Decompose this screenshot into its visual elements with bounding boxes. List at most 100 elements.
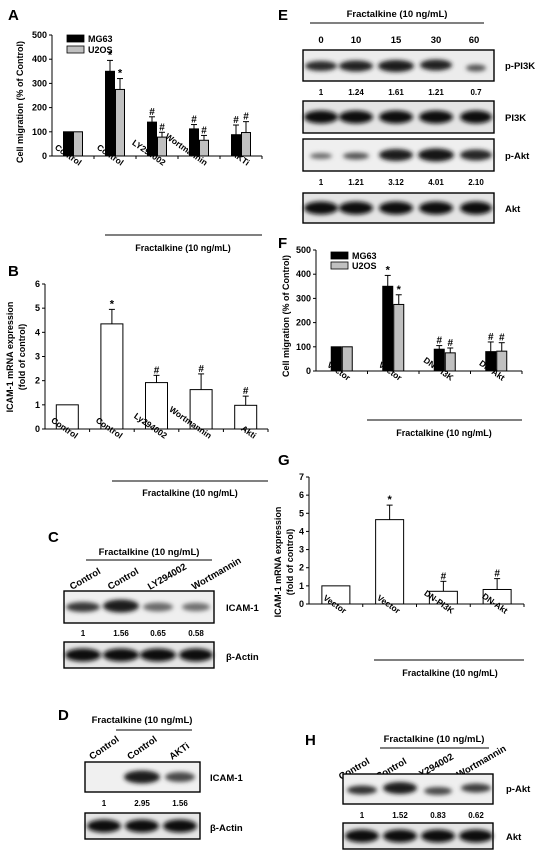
- y-tick-label: 300: [32, 78, 47, 88]
- quant-h-4: 0.62: [468, 811, 484, 820]
- legend-swatch-mg63: [66, 34, 85, 43]
- significance-star: *: [110, 298, 115, 310]
- blot-label-e-pakt: p-Akt: [505, 151, 530, 162]
- band: [460, 149, 492, 161]
- y-tick-label: 1: [299, 581, 304, 591]
- significance-hash: #: [233, 115, 239, 126]
- bar: [393, 303, 405, 372]
- significance-hash: #: [154, 365, 160, 376]
- band: [304, 110, 338, 124]
- band: [87, 819, 121, 833]
- band: [421, 829, 455, 843]
- significance-hash: #: [191, 115, 197, 126]
- lane-label-e-5: 60: [469, 35, 480, 46]
- y-tick-label: 0: [35, 424, 40, 434]
- lane-label-e-4: 30: [431, 35, 442, 46]
- bar: [330, 346, 342, 372]
- y-tick-label: 200: [296, 318, 311, 328]
- band: [182, 602, 210, 612]
- band: [103, 648, 139, 662]
- quant-e-akt-1: 1: [319, 178, 324, 187]
- y-axis-label-g-line1: ICAM-1 mRNA expression: [273, 507, 283, 618]
- y-tick-label: 2: [35, 376, 40, 386]
- band: [466, 64, 486, 72]
- lane-label-c-3: LY294002: [146, 562, 189, 593]
- band: [65, 648, 101, 662]
- bar: [375, 519, 405, 605]
- quant-e-akt-4: 4.01: [428, 178, 444, 187]
- band: [379, 149, 413, 161]
- band: [165, 772, 195, 782]
- quant-d-1: 1: [102, 799, 107, 808]
- y-tick-label: 0: [299, 599, 304, 609]
- lane-label-d-3: AKTi: [167, 741, 191, 763]
- y-tick-label: 6: [35, 279, 40, 289]
- legend-swatch-u2os: [66, 45, 85, 54]
- y-axis-label-b-line2: (fold of control): [17, 324, 27, 390]
- lane-label-d-2: Control: [125, 734, 159, 762]
- band: [461, 783, 491, 793]
- significance-star: *: [108, 49, 113, 61]
- band: [179, 648, 213, 662]
- quant-e-pi3k-3: 1.61: [388, 88, 404, 97]
- panel-c: C Fractalkine (10 ng/mL) Control Control…: [48, 529, 259, 669]
- y-tick-label: 3: [299, 545, 304, 555]
- band: [103, 599, 139, 613]
- panel-h: H Fractalkine (10 ng/mL) Control Control…: [305, 732, 531, 850]
- treatment-label-h: Fractalkine (10 ng/mL): [384, 734, 485, 745]
- panel-b: B 0123456Control*Control#Ly294002#Wortma…: [5, 263, 269, 498]
- quant-e-pi3k-1: 1: [319, 88, 324, 97]
- y-tick-label: 5: [299, 508, 304, 518]
- y-tick-label: 3: [35, 352, 40, 362]
- y-tick-label: 2: [299, 563, 304, 573]
- quant-c-3: 0.65: [150, 629, 166, 638]
- blot-label-d-icam1: ICAM-1: [210, 773, 243, 784]
- chart-b: 0123456Control*Control#Ly294002#Wortmann…: [35, 279, 269, 441]
- bar: [63, 131, 73, 157]
- chart-a: 0100200300400500Control**Control##LY2940…: [32, 30, 263, 168]
- bar: [105, 70, 115, 157]
- legend-swatch-u2os: [330, 261, 349, 270]
- lane-label-e-3: 15: [391, 35, 402, 46]
- quant-c-4: 0.58: [188, 629, 204, 638]
- significance-hash: #: [488, 332, 494, 343]
- bar: [382, 285, 394, 372]
- legend-label-u2os: U2OS: [88, 45, 113, 55]
- quant-h-1: 1: [360, 811, 365, 820]
- band: [163, 819, 197, 833]
- bar: [73, 131, 83, 157]
- lane-label-c-2: Control: [106, 566, 141, 592]
- y-axis-label-g-line2: (fold of control): [285, 529, 295, 595]
- significance-hash: #: [243, 386, 249, 397]
- quant-e-pi3k-4: 1.21: [428, 88, 444, 97]
- lane-label-e-1: 0: [318, 35, 323, 46]
- y-tick-label: 5: [35, 303, 40, 313]
- panel-label-e: E: [278, 7, 288, 24]
- lane-label-d-1: Control: [87, 734, 121, 762]
- band: [424, 787, 452, 795]
- y-tick-label: 400: [296, 269, 311, 279]
- blot-label-e-akt: Akt: [505, 204, 521, 215]
- significance-star: *: [386, 264, 391, 276]
- significance-hash: #: [149, 107, 155, 118]
- quant-c-1: 1: [81, 629, 86, 638]
- treatment-label-c: Fractalkine (10 ng/mL): [99, 547, 200, 558]
- quant-e-akt-5: 2.10: [468, 178, 484, 187]
- significance-hash: #: [436, 336, 442, 347]
- treatment-label-a: Fractalkine (10 ng/mL): [135, 243, 231, 253]
- band: [378, 60, 414, 72]
- y-tick-label: 4: [299, 526, 304, 536]
- y-tick-label: 500: [296, 245, 311, 255]
- y-tick-label: 0: [306, 366, 311, 376]
- bar: [55, 404, 79, 430]
- band: [383, 829, 417, 843]
- blot-label-e-pi3k: PI3K: [505, 113, 526, 124]
- panel-label-a: A: [8, 7, 19, 24]
- band: [419, 201, 453, 215]
- band: [339, 201, 373, 215]
- y-tick-label: 300: [296, 293, 311, 303]
- band: [339, 110, 373, 124]
